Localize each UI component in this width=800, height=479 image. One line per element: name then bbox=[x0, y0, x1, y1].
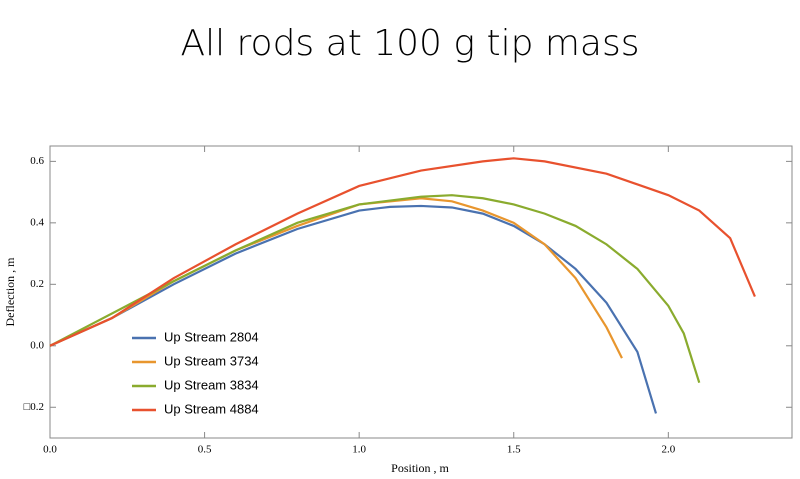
legend-label: Up Stream 4884 bbox=[164, 401, 259, 416]
x-axis-label: Position , m bbox=[391, 461, 449, 475]
data-line bbox=[49, 194, 701, 384]
legend-label: Up Stream 3734 bbox=[164, 353, 259, 368]
y-tick-label: □0.2 bbox=[24, 401, 44, 413]
y-tick-label: 0.0 bbox=[30, 339, 44, 351]
y-tick-label: 0.4 bbox=[30, 216, 44, 228]
x-tick-label: 1.5 bbox=[507, 444, 521, 456]
x-tick-label: 2.0 bbox=[661, 444, 675, 456]
chart-title: All rods at 100 g tip mass bbox=[180, 23, 639, 64]
y-tick-label: 0.6 bbox=[30, 155, 44, 167]
legend-label: Up Stream 3834 bbox=[164, 377, 259, 392]
data-line bbox=[49, 197, 623, 359]
data-line bbox=[49, 204, 658, 414]
data-line bbox=[49, 157, 756, 347]
y-tick-label: 0.2 bbox=[30, 278, 44, 290]
x-tick-label: 0.5 bbox=[198, 444, 212, 456]
x-tick-label: 0.0 bbox=[43, 444, 57, 456]
y-axis-label: Deflection , m bbox=[3, 257, 17, 327]
plot-frame bbox=[49, 145, 793, 439]
x-tick-label: 1.0 bbox=[352, 444, 366, 456]
legend-label: Up Stream 2804 bbox=[164, 329, 259, 344]
